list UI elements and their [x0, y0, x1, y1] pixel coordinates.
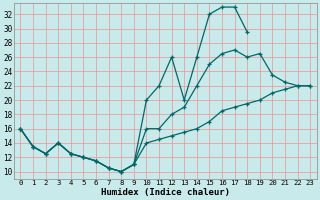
X-axis label: Humidex (Indice chaleur): Humidex (Indice chaleur)	[101, 188, 230, 197]
